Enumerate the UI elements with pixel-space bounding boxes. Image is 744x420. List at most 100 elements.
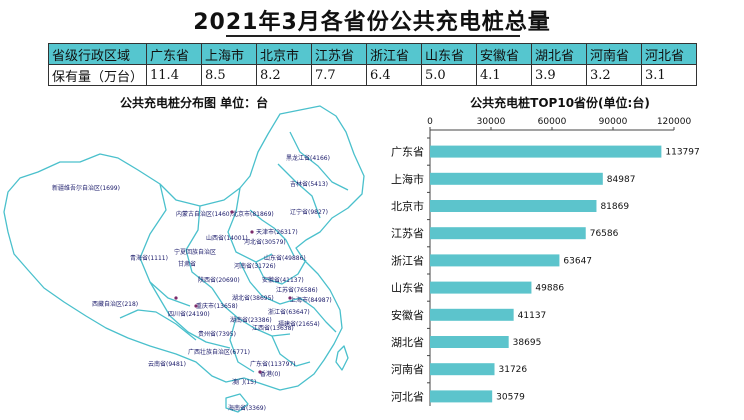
map-panel: 公共充电桩分布图 单位：台 黑龙江省(4166) 吉林省(5413) 辽宁省(9… — [0, 92, 380, 420]
summary-value: 3.9 — [531, 64, 588, 86]
map-label: 香港(0) — [260, 370, 281, 378]
china-map: 黑龙江省(4166) 吉林省(5413) 辽宁省(9827) 内蒙古自治区(14… — [3, 105, 365, 413]
bar — [430, 145, 662, 158]
summary-value: 6.4 — [366, 64, 423, 86]
province-border — [229, 317, 255, 373]
country-outline — [3, 105, 365, 391]
summary-value: 3.2 — [586, 64, 643, 86]
category-label: 湖北省 — [391, 336, 424, 349]
category-label: 河南省 — [391, 363, 424, 376]
summary-province: 上海市 — [201, 43, 258, 65]
province-border — [289, 131, 349, 191]
category-label: 上海市 — [391, 172, 424, 186]
map-label: 上海市(84987) — [290, 296, 332, 304]
data-label: 30579 — [496, 392, 525, 402]
bar — [430, 390, 493, 403]
province-border — [299, 297, 337, 333]
map-label: 甘肃省 — [178, 260, 196, 268]
province-border — [139, 183, 191, 307]
page-title: 2021年3月各省份公共充电桩总量 — [193, 10, 551, 35]
map-label: 北京市(81869) — [232, 210, 274, 218]
map-label: 江西省(13638) — [252, 324, 294, 332]
map-label: 吉林省(5413) — [290, 180, 328, 188]
island-taiwan — [335, 345, 349, 371]
bar — [430, 200, 597, 212]
map-label: 澳门(15) — [232, 378, 256, 386]
bar — [430, 227, 586, 240]
chart-panel: 公共充电桩TOP10省份(单位:台) 0 30000 60000 90000 12000… — [376, 92, 744, 420]
category-label: 北京市 — [391, 199, 424, 213]
city-dot — [288, 296, 292, 300]
map-label: 福建省(21654) — [278, 320, 320, 328]
data-label: 41137 — [518, 311, 547, 321]
map-label: 辽宁省(9827) — [290, 208, 328, 216]
summary-province: 浙江省 — [366, 43, 423, 65]
data-label: 49886 — [535, 284, 564, 294]
map-label: 新疆维吾尔自治区(1699) — [52, 184, 120, 192]
category-label: 广东省 — [391, 146, 424, 159]
city-dot — [258, 370, 262, 374]
data-label: 63647 — [563, 256, 592, 266]
map-label: 广西壮族自治区(6771) — [188, 348, 250, 356]
map-label: 西藏自治区(218) — [92, 300, 138, 308]
map-label: 山西省(14001) — [206, 234, 248, 242]
summary-value-label: 保有量（万台） — [47, 64, 148, 86]
map-label: 黑龙江省(4166) — [286, 154, 330, 162]
map-label: 浙江省(63647) — [268, 308, 310, 316]
data-label: 81869 — [600, 202, 629, 212]
x-tick-label: 0 — [427, 117, 433, 127]
bar — [430, 336, 509, 348]
category-label: 安徽省 — [391, 308, 424, 322]
map-label: 安徽省(41137) — [262, 276, 304, 284]
summary-value: 5.0 — [421, 64, 478, 86]
map-label: 广东省(113797) — [250, 360, 296, 368]
province-border — [211, 287, 291, 337]
map-label: 重庆市(13658) — [196, 302, 238, 310]
x-tick-label: 60000 — [538, 117, 567, 127]
province-border — [227, 187, 273, 263]
summary-province: 河北省 — [641, 43, 698, 65]
summary-value: 8.2 — [256, 64, 313, 86]
summary-province: 广东省 — [146, 43, 203, 65]
map-label: 贵州省(7395) — [198, 330, 236, 338]
data-label: 84987 — [607, 175, 636, 185]
summary-header-label: 省级行政区域 — [47, 43, 148, 65]
province-border — [239, 261, 301, 305]
map-label: 天津市(26317) — [256, 228, 298, 236]
data-label: 76586 — [590, 229, 619, 239]
x-tick-label: 120000 — [657, 117, 692, 127]
city-dot — [230, 210, 234, 214]
province-border — [255, 259, 307, 285]
province-border — [119, 309, 197, 341]
data-label: 113797 — [665, 148, 699, 158]
map-label: 陕西省(20690) — [198, 276, 240, 284]
map-title: 公共充电桩分布图 单位：台 — [120, 96, 269, 110]
province-border — [149, 281, 231, 349]
bar — [430, 172, 603, 185]
category-label: 河北省 — [391, 390, 424, 403]
map-label: 河北省(30579) — [244, 238, 286, 246]
chart-title: 公共充电桩TOP10省份(单位:台) — [470, 96, 650, 110]
summary-province: 北京市 — [256, 43, 313, 65]
summary-value: 7.7 — [311, 64, 368, 86]
summary-province: 山东省 — [421, 43, 478, 65]
map-label: 山东省(49886) — [264, 254, 306, 262]
map-labels: 黑龙江省(4166) 吉林省(5413) 辽宁省(9827) 内蒙古自治区(14… — [52, 154, 332, 412]
city-dot — [194, 304, 198, 308]
summary-header-row: 省级行政区域 广东省 上海市 北京市 江苏省 浙江省 山东省 安徽省 湖北省 河… — [47, 43, 698, 65]
map-outline — [3, 105, 365, 413]
summary-province: 安徽省 — [476, 43, 533, 65]
bar — [430, 363, 495, 376]
province-border — [271, 335, 311, 367]
map-label: 湖南省(23386) — [230, 316, 272, 324]
map-label: 宁夏回族自治区 — [174, 248, 216, 256]
map-label: 江苏省(76586) — [276, 286, 318, 294]
province-border — [185, 205, 213, 289]
map-label: 海南省(3369) — [228, 404, 266, 412]
map-label: 四川省(24190) — [168, 310, 210, 318]
map-label: 河南省(31726) — [234, 262, 276, 270]
category-label: 江苏省 — [391, 227, 424, 240]
city-markers — [174, 210, 292, 374]
summary-value: 4.1 — [476, 64, 533, 86]
island-hainan — [225, 393, 249, 413]
